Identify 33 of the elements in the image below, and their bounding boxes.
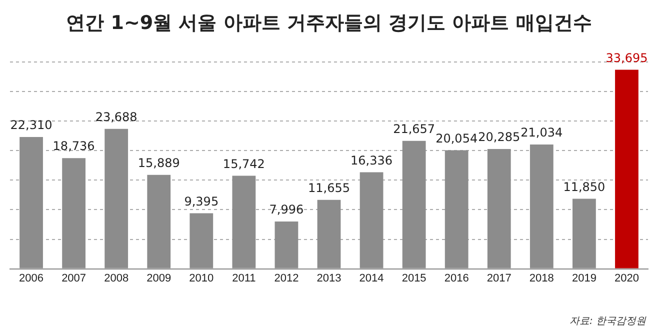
data-label: 11,655: [308, 181, 350, 196]
data-label: 18,736: [52, 139, 95, 154]
x-tick-label: 2020: [614, 272, 639, 284]
data-label: 9,395: [184, 194, 219, 208]
data-label: 16,336: [350, 153, 393, 168]
x-tick-label: 2017: [486, 272, 512, 284]
x-tick-label: 2006: [19, 272, 44, 284]
x-tick-label: 2007: [62, 272, 86, 284]
data-label: 11,850: [563, 180, 606, 194]
x-tick-label: 2014: [359, 272, 384, 284]
x-tick-label: 2015: [402, 272, 426, 284]
data-label: 21,034: [520, 126, 563, 140]
data-label: 15,889: [138, 156, 180, 170]
x-tick-label: 2011: [232, 272, 256, 284]
data-label: 22,310: [10, 118, 52, 132]
data-label: 21,657: [393, 122, 436, 136]
x-tick-label: 2018: [529, 272, 554, 284]
data-label: 7,996: [269, 202, 304, 217]
x-tick-label: 2013: [316, 272, 342, 284]
x-tick-label: 2010: [189, 272, 214, 284]
x-tick-label: 2008: [104, 272, 129, 284]
text: 자료: 한국감정원: [569, 315, 646, 328]
x-tick-label: 2012: [274, 272, 299, 284]
data-label: 20,285: [478, 130, 520, 144]
data-label: 23,688: [95, 110, 138, 124]
chart-title: 연간 1~9월 서울 아파트 거주자들의 경기도 아파트 매입건수: [65, 11, 593, 36]
data-label: 15,742: [222, 156, 265, 171]
data-label: 20,054: [436, 131, 478, 146]
x-tick-label: 2009: [146, 272, 172, 284]
data-label: 33,695: [606, 50, 648, 65]
bar: [615, 70, 638, 268]
x-tick-label: 2019: [572, 272, 596, 284]
x-tick-label: 2016: [444, 272, 469, 284]
